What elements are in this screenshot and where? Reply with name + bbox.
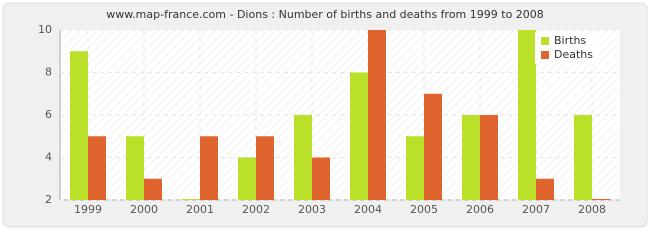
legend-swatch <box>541 37 549 45</box>
y-tick-label: 4 <box>45 151 52 164</box>
x-tick-label: 2006 <box>466 203 494 216</box>
x-tick-label: 2004 <box>354 203 382 216</box>
bar <box>462 115 480 200</box>
x-tick-label: 2002 <box>242 203 270 216</box>
y-tick-label: 8 <box>45 66 52 79</box>
bar <box>294 115 312 200</box>
y-tick-label: 6 <box>45 108 52 121</box>
bar <box>182 199 200 200</box>
bar <box>574 115 592 200</box>
bar <box>536 178 554 200</box>
bar <box>518 30 536 200</box>
x-tick-label: 2007 <box>522 203 550 216</box>
bar <box>70 51 88 200</box>
bar <box>406 136 424 200</box>
chart-title: www.map-france.com - Dions : Number of b… <box>106 8 544 21</box>
x-tick-label: 1999 <box>74 203 102 216</box>
x-tick-label: 2000 <box>130 203 158 216</box>
bar <box>592 199 610 200</box>
x-tick-label: 2005 <box>410 203 438 216</box>
legend-swatch <box>541 51 549 59</box>
bar <box>312 157 330 200</box>
bar <box>88 136 106 200</box>
bar <box>256 136 274 200</box>
legend-label: Deaths <box>554 48 593 61</box>
x-tick-label: 2008 <box>578 203 606 216</box>
bar <box>350 72 368 200</box>
x-tick-label: 2001 <box>186 203 214 216</box>
bar <box>126 136 144 200</box>
x-tick-label: 2003 <box>298 203 326 216</box>
legend-label: Births <box>554 34 586 47</box>
bar <box>144 178 162 200</box>
bar <box>200 136 218 200</box>
chart: www.map-france.com - Dions : Number of b… <box>2 2 648 228</box>
y-tick-label: 2 <box>45 193 52 206</box>
bar <box>424 93 442 200</box>
bar <box>238 157 256 200</box>
bar <box>368 30 386 200</box>
y-tick-label: 10 <box>38 23 52 36</box>
bar <box>480 115 498 200</box>
